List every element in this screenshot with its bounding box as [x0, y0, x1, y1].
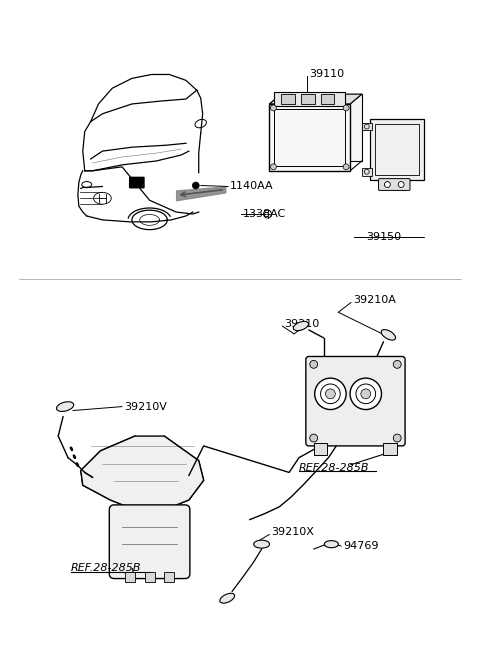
Polygon shape: [269, 94, 362, 104]
FancyBboxPatch shape: [306, 356, 405, 446]
Text: 39210X: 39210X: [272, 527, 314, 537]
Text: 39210: 39210: [284, 319, 320, 329]
Bar: [269, 104, 350, 171]
Bar: [362, 122, 372, 130]
FancyBboxPatch shape: [129, 177, 144, 189]
Circle shape: [315, 378, 346, 409]
Text: 1140AA: 1140AA: [230, 181, 274, 191]
Text: 39210A: 39210A: [353, 295, 396, 305]
Circle shape: [270, 164, 276, 170]
Bar: [374, 124, 419, 175]
Bar: [321, 94, 335, 104]
Ellipse shape: [220, 593, 235, 603]
Text: 39110: 39110: [309, 69, 344, 79]
Ellipse shape: [57, 402, 74, 411]
Circle shape: [350, 378, 382, 409]
Bar: [125, 572, 135, 582]
Text: 39150: 39150: [366, 232, 401, 242]
Text: 94769: 94769: [343, 541, 379, 551]
Bar: [384, 443, 397, 455]
Bar: [275, 92, 345, 106]
Circle shape: [398, 181, 404, 187]
Ellipse shape: [381, 329, 396, 340]
Bar: [281, 94, 295, 104]
FancyBboxPatch shape: [379, 179, 410, 191]
Circle shape: [384, 181, 390, 187]
Circle shape: [393, 434, 401, 442]
Ellipse shape: [324, 540, 338, 548]
Ellipse shape: [293, 322, 309, 331]
Bar: [370, 119, 424, 179]
Ellipse shape: [253, 540, 270, 548]
Text: REF.28-285B: REF.28-285B: [71, 563, 142, 572]
Text: 39210V: 39210V: [124, 402, 167, 411]
Bar: [301, 94, 315, 104]
Circle shape: [270, 105, 276, 111]
Bar: [164, 572, 174, 582]
FancyBboxPatch shape: [109, 505, 190, 578]
Bar: [144, 572, 155, 582]
Circle shape: [325, 389, 336, 399]
Text: REF.28-285B: REF.28-285B: [299, 462, 370, 472]
Text: 1338AC: 1338AC: [243, 209, 286, 219]
Bar: [275, 109, 345, 166]
Circle shape: [393, 360, 401, 368]
Bar: [281, 94, 362, 161]
Circle shape: [343, 105, 349, 111]
Bar: [362, 168, 372, 176]
Circle shape: [310, 360, 318, 368]
Polygon shape: [81, 436, 204, 510]
Circle shape: [192, 182, 199, 189]
Circle shape: [343, 164, 349, 170]
Bar: [314, 443, 327, 455]
Circle shape: [310, 434, 318, 442]
Circle shape: [361, 389, 371, 399]
